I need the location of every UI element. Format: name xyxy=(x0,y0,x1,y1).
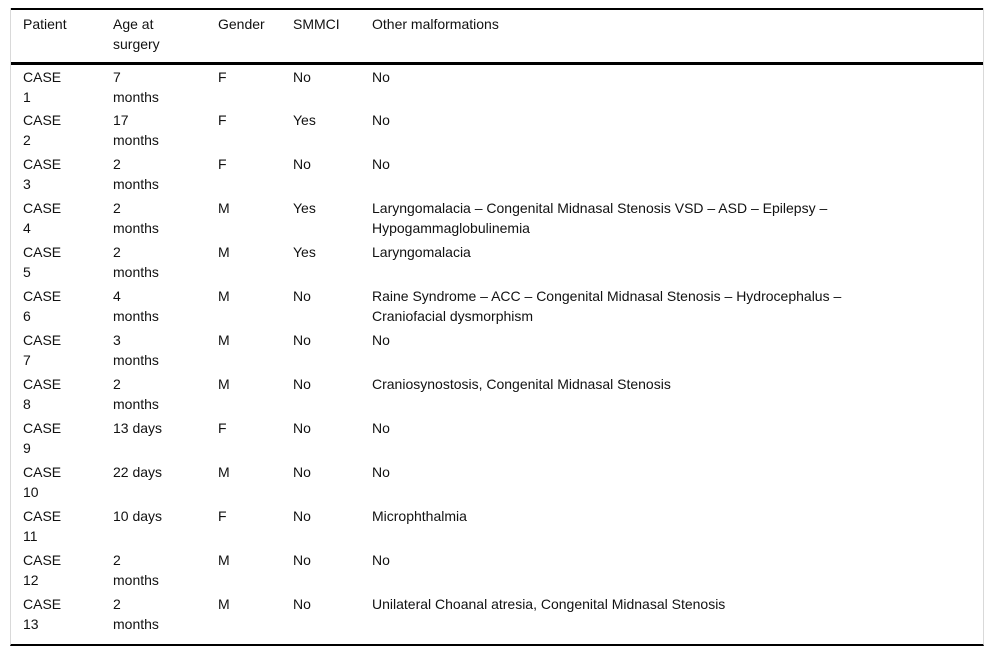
cell-smmci: No xyxy=(293,551,311,568)
table-row: CASE 13 2 months M No Unilateral Choanal atr… xyxy=(11,592,983,636)
cell-patient: CASE 10 xyxy=(23,463,62,500)
cell-age: 3 months xyxy=(113,331,159,368)
cell-other: Craniosynostosis, Congenital Midnasal St… xyxy=(372,375,671,392)
table-body: CASE 1 7 months F No No CASE 2 17 months F Yes No… xyxy=(11,64,983,636)
cell-other: No xyxy=(372,69,390,85)
cell-smmci: No xyxy=(293,463,311,480)
cell-age: 17 months xyxy=(113,111,159,148)
patients-table: Patient Age at surgery Gender SMMCI Other ma… xyxy=(11,8,983,636)
table-row: CASE 6 4 months M No Raine Syndrome – ACC – … xyxy=(11,284,983,328)
cell-gender: F xyxy=(218,69,227,85)
cell-age: 2 months xyxy=(113,595,159,632)
cell-gender: F xyxy=(218,155,227,172)
cell-gender: M xyxy=(218,331,230,348)
cell-patient: CASE 8 xyxy=(23,375,62,412)
column-header-patient: Patient xyxy=(11,9,113,65)
cell-age: 2 months xyxy=(113,199,159,236)
cell-age: 2 months xyxy=(113,375,159,412)
cell-other: Microphthalmia xyxy=(372,507,467,524)
table-row: CASE 12 2 months M No No xyxy=(11,548,983,592)
cell-gender: M xyxy=(218,595,230,612)
cell-other: Laryngomalacia xyxy=(372,243,471,260)
column-header-gender: Gender xyxy=(218,9,293,65)
table-row: CASE 4 2 months M Yes Laryngomalacia – Conge… xyxy=(11,196,983,240)
table-row: CASE 2 17 months F Yes No xyxy=(11,108,983,152)
cell-other: No xyxy=(372,155,390,172)
table-header-row: Patient Age at surgery Gender SMMCI Other ma… xyxy=(11,9,983,65)
cell-smmci: No xyxy=(293,155,311,172)
cell-patient: CASE 12 xyxy=(23,551,62,588)
column-header-smmci: SMMCI xyxy=(293,9,372,65)
cell-age: 2 months xyxy=(113,243,159,280)
column-header-other: Other malformations xyxy=(372,9,983,65)
cell-age: 4 months xyxy=(113,287,159,324)
cell-patient: CASE 5 xyxy=(23,243,62,280)
cell-gender: F xyxy=(218,419,227,436)
cell-gender: F xyxy=(218,507,227,524)
cell-gender: M xyxy=(218,287,230,304)
cell-age: 22 days xyxy=(113,463,163,480)
cell-other: No xyxy=(372,463,390,480)
cell-patient: CASE 6 xyxy=(23,287,62,324)
cell-other: Unilateral Choanal atresia, Congenital M… xyxy=(372,595,726,612)
table-row: CASE 10 22 days M No No xyxy=(11,460,983,504)
cell-smmci: No xyxy=(293,331,311,348)
cell-smmci: No xyxy=(293,507,311,524)
cell-smmci: No xyxy=(293,419,311,436)
table-row: CASE 8 2 months M No Craniosynostosis, Conge… xyxy=(11,372,983,416)
cell-smmci: No xyxy=(293,69,311,85)
cell-age: 2 months xyxy=(113,155,159,192)
cell-smmci: Yes xyxy=(293,199,316,216)
cell-other: No xyxy=(372,331,390,348)
cell-other: No xyxy=(372,111,390,128)
table-row: CASE 1 7 months F No No xyxy=(11,64,983,108)
cell-patient: CASE 9 xyxy=(23,419,62,456)
cell-gender: M xyxy=(218,375,230,392)
cell-age: 13 days xyxy=(113,419,163,436)
table-row: CASE 7 3 months M No No xyxy=(11,328,983,372)
cell-patient: CASE 11 xyxy=(23,507,62,544)
cell-gender: M xyxy=(218,551,230,568)
patients-table-frame: Patient Age at surgery Gender SMMCI Other ma… xyxy=(10,8,984,646)
cell-gender: M xyxy=(218,463,230,480)
cell-patient: CASE 4 xyxy=(23,199,62,236)
cell-smmci: Yes xyxy=(293,243,316,260)
cell-age: 7 months xyxy=(113,69,159,105)
cell-other: Raine Syndrome – ACC – Congenital Midnas… xyxy=(372,287,842,324)
table-row: CASE 3 2 months F No No xyxy=(11,152,983,196)
cell-patient: CASE 1 xyxy=(23,69,62,105)
cell-smmci: No xyxy=(293,595,311,612)
cell-smmci: No xyxy=(293,287,311,304)
cell-age: 10 days xyxy=(113,507,163,524)
cell-gender: M xyxy=(218,243,230,260)
cell-other: No xyxy=(372,551,390,568)
cell-smmci: Yes xyxy=(293,111,316,128)
column-header-age: Age at surgery xyxy=(113,9,218,65)
cell-gender: M xyxy=(218,199,230,216)
cell-patient: CASE 2 xyxy=(23,111,62,148)
cell-other: Laryngomalacia – Congenital Midnasal Ste… xyxy=(372,199,828,236)
table-row: CASE 5 2 months M Yes Laryngomalacia xyxy=(11,240,983,284)
cell-gender: F xyxy=(218,111,227,128)
cell-patient: CASE 7 xyxy=(23,331,62,368)
cell-patient: CASE 13 xyxy=(23,595,62,632)
table-row: CASE 11 10 days F No Microphthalmia xyxy=(11,504,983,548)
table-row: CASE 9 13 days F No No xyxy=(11,416,983,460)
cell-age: 2 months xyxy=(113,551,159,588)
cell-smmci: No xyxy=(293,375,311,392)
cell-patient: CASE 3 xyxy=(23,155,62,192)
cell-other: No xyxy=(372,419,390,436)
